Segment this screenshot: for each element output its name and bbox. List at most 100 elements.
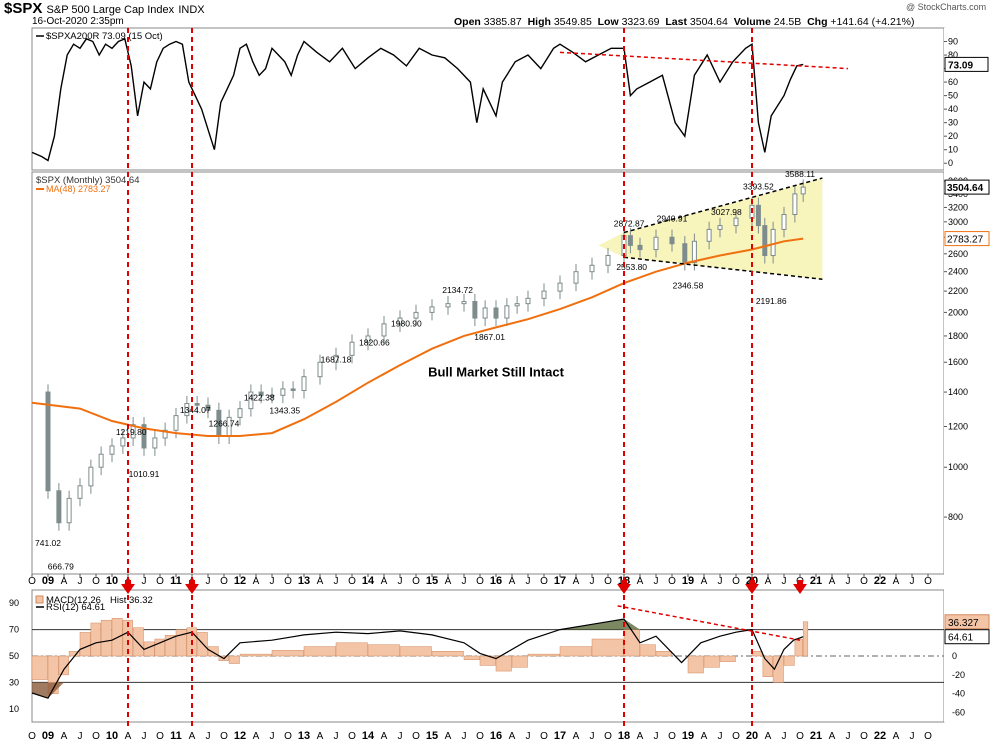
candle-body — [589, 264, 595, 273]
x-tick-label-bottom: J — [334, 731, 339, 742]
breadth-tick-label: 20 — [948, 131, 958, 141]
x-tick-label: J — [462, 576, 467, 587]
x-tick-label: 10 — [106, 575, 118, 587]
macd-hist-bar — [719, 655, 736, 662]
candle-body — [429, 306, 435, 313]
candle-body — [237, 408, 243, 418]
price-point-label: 1219.80 — [116, 427, 147, 437]
candle-body — [504, 305, 510, 319]
right-axis-area — [944, 28, 990, 722]
candle-body — [733, 217, 739, 227]
x-tick-label-bottom: A — [125, 731, 132, 742]
rsi-legend: RSI(12) 64.61 — [46, 602, 105, 613]
x-tick-label: A — [317, 576, 324, 587]
macd-hist-bar — [164, 635, 176, 657]
low-value: 3323.69 — [621, 16, 660, 28]
candle-body — [365, 335, 371, 343]
x-tick-label: O — [540, 576, 548, 587]
candle-body — [482, 307, 488, 319]
x-tick-label-bottom: 14 — [362, 730, 375, 742]
x-tick-label-bottom: J — [654, 731, 659, 742]
x-tick-label-bottom: O — [28, 731, 36, 742]
candle-body — [120, 437, 126, 447]
x-tick-label: J — [78, 576, 83, 587]
macd-hist-bar — [511, 655, 528, 668]
price-tick-label: 3000 — [948, 217, 968, 227]
ma-last-value: 2783.27 — [947, 235, 984, 246]
candle-body — [173, 415, 179, 431]
x-tick-label-bottom: O — [156, 731, 164, 742]
breadth-tick-label: 90 — [948, 37, 958, 47]
x-tick-label-bottom: J — [846, 731, 851, 742]
candle-body — [56, 490, 62, 524]
breadth-legend: $SPXA200R 73.09 (15 Oct) — [46, 31, 163, 42]
price-point-label: 2940.91 — [657, 213, 688, 223]
macd-hist-bar — [703, 655, 720, 668]
candle-body — [381, 323, 387, 337]
candle-body — [525, 297, 531, 305]
price-tick-label: 2400 — [948, 267, 968, 277]
x-tick-label-bottom: O — [412, 731, 420, 742]
quote-bar: Open 3385.87 High 3549.85 Low 3323.69 La… — [454, 16, 914, 28]
macd-legend-swatch — [35, 595, 44, 604]
price-point-label: 2346.58 — [673, 281, 704, 291]
candle-body — [333, 354, 339, 363]
x-tick-label: A — [253, 576, 260, 587]
price-tick-label: 1800 — [948, 331, 968, 341]
macd-last-value: 36.327 — [948, 618, 979, 629]
x-tick-label: 21 — [810, 575, 822, 587]
breadth-tick-label: 50 — [948, 91, 958, 101]
x-tick-label: 14 — [362, 575, 375, 587]
x-tick-label-bottom: 20 — [746, 730, 758, 742]
x-tick-label-bottom: A — [573, 731, 580, 742]
bull-market-annotation: Bull Market Still Intact — [428, 365, 564, 380]
candle-body — [717, 225, 723, 230]
price-point-label: 1010.91 — [129, 469, 160, 479]
macd-hist-bar — [122, 619, 133, 657]
x-tick-label: A — [61, 576, 68, 587]
macd-hist-bar — [431, 651, 464, 657]
candle-body — [573, 271, 579, 284]
rsi-tick-label: 10 — [9, 704, 19, 714]
macd-hist-bar — [271, 650, 304, 657]
x-tick-label-bottom: 09 — [42, 730, 54, 742]
candle-body — [317, 361, 323, 378]
rsi-overbought-fill — [624, 619, 640, 630]
breadth-last-value: 73.09 — [948, 60, 973, 71]
last-label: Last — [665, 16, 687, 28]
breadth-resistance-line — [559, 51, 849, 70]
x-tick-label-bottom: J — [142, 731, 147, 742]
macd-hist-bar — [399, 646, 432, 657]
breadth-tick-label: 0 — [948, 158, 953, 168]
x-tick-label-bottom: A — [765, 731, 772, 742]
x-tick-label: 13 — [298, 575, 310, 587]
candle-body — [800, 186, 806, 195]
price-point-label: 1344.07 — [180, 405, 211, 415]
candle-body — [258, 391, 264, 396]
candle-body — [762, 225, 768, 257]
breadth-tick-label: 40 — [948, 104, 958, 114]
price-last-value: 3504.64 — [947, 183, 984, 194]
price-point-label: 2872.87 — [614, 219, 645, 229]
x-tick-label: O — [668, 576, 676, 587]
x-tick-label-bottom: A — [893, 731, 900, 742]
candle-body — [397, 317, 403, 325]
candle-body — [141, 424, 147, 449]
x-tick-label: J — [334, 576, 339, 587]
price-tick-label: 1000 — [948, 462, 968, 472]
x-tick-label-bottom: O — [476, 731, 484, 742]
symbol-exchange: INDX — [178, 4, 205, 16]
x-tick-label: J — [782, 576, 787, 587]
x-tick-label-bottom: A — [253, 731, 260, 742]
macd-hist-bar — [100, 619, 112, 657]
candle-body — [682, 243, 688, 264]
x-tick-label-bottom: A — [189, 731, 196, 742]
candle-body — [413, 311, 419, 319]
macd-hist-bar — [90, 622, 101, 657]
macd-tick-label: -40 — [952, 689, 965, 699]
chart-date: 16-Oct-2020 2:35pm — [32, 16, 124, 27]
breadth-tick-label: 10 — [948, 145, 958, 155]
x-tick-label-bottom: O — [604, 731, 612, 742]
x-tick-label-bottom: O — [540, 731, 548, 742]
x-tick-label: O — [476, 576, 484, 587]
